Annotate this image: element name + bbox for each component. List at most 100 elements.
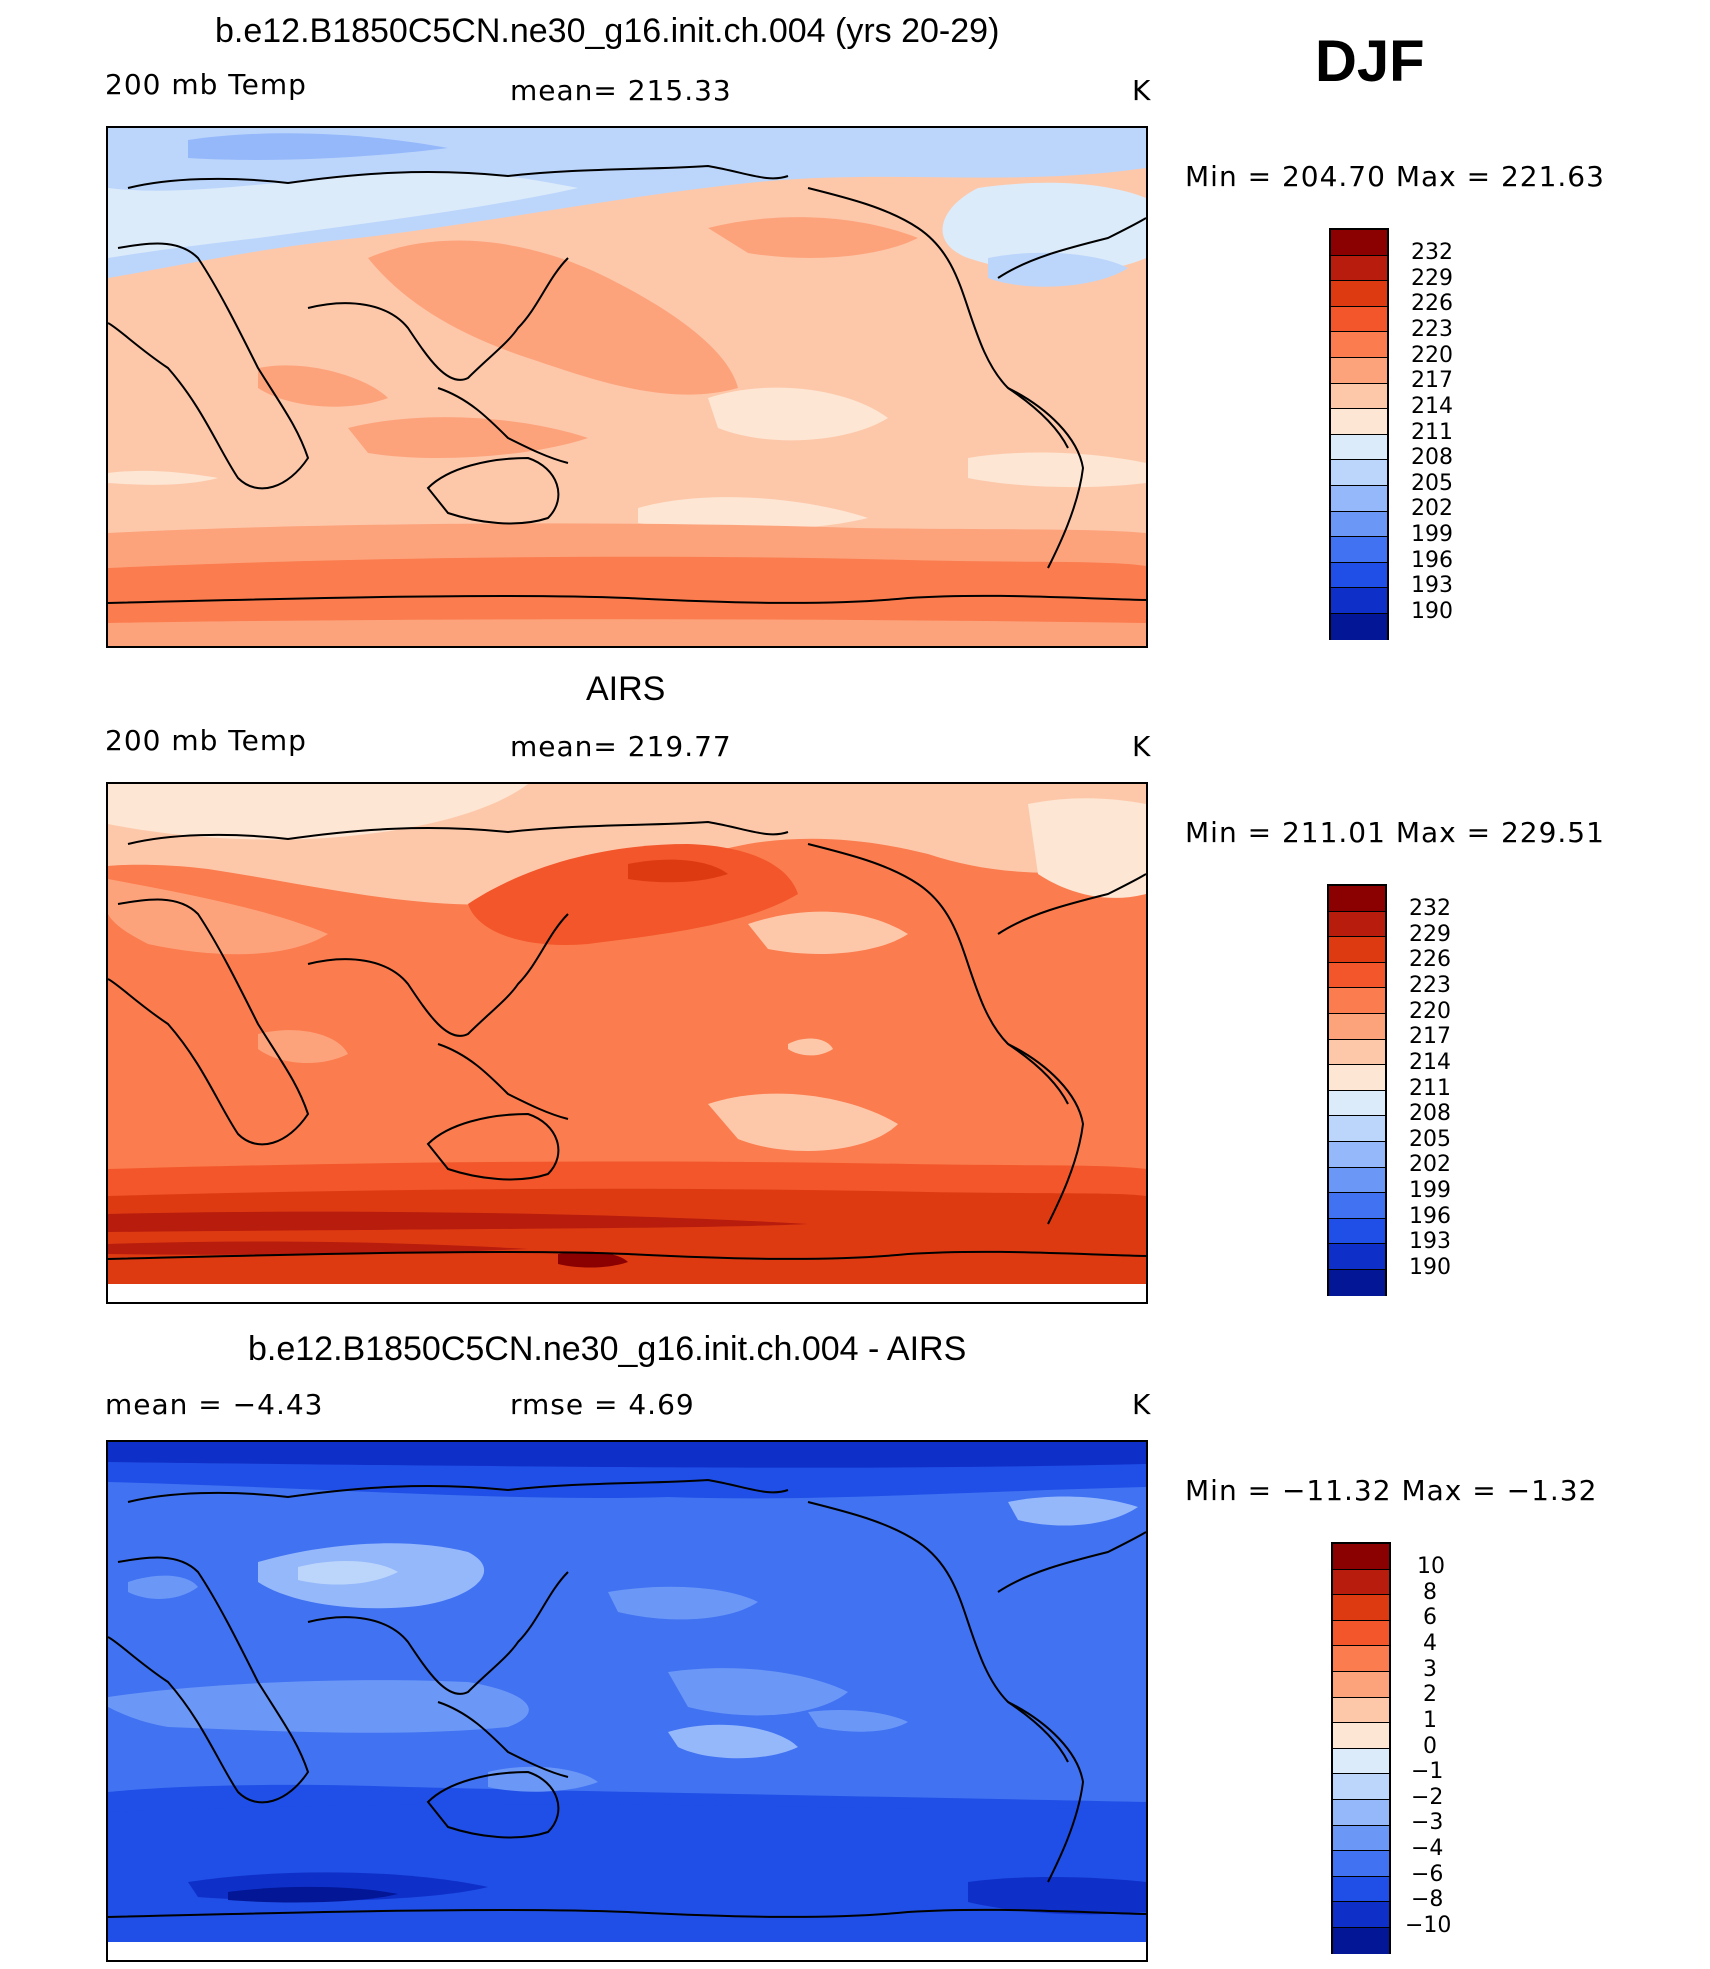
- colorbar-label: 205: [1409, 1127, 1451, 1152]
- panel-minmax: Min = 211.01 Max = 229.51: [1185, 816, 1605, 849]
- panel-mean-label: mean = −4.43: [105, 1388, 324, 1421]
- colorbar-label: 214: [1411, 394, 1453, 419]
- colorbar-box: [1333, 1723, 1389, 1749]
- colorbar-box: [1329, 1244, 1385, 1270]
- colorbar-label: 232: [1409, 896, 1451, 921]
- colorbar-box: [1331, 357, 1387, 384]
- colorbar-label: 226: [1411, 291, 1453, 316]
- diff-map: [106, 1440, 1148, 1962]
- colorbar-box: [1333, 1825, 1389, 1852]
- colorbar-label: 6: [1423, 1605, 1437, 1630]
- colorbar-box: [1329, 1039, 1385, 1066]
- obs-colorbar: [1327, 884, 1387, 1296]
- colorbar-box: [1329, 1167, 1385, 1194]
- colorbar-label: 202: [1411, 496, 1453, 521]
- panel-minmax: Min = −11.32 Max = −1.32: [1185, 1474, 1598, 1507]
- colorbar-label: −10: [1405, 1913, 1452, 1938]
- diff-colorbar: [1331, 1542, 1391, 1954]
- colorbar-label: 2: [1423, 1682, 1437, 1707]
- colorbar-label: 229: [1411, 266, 1453, 291]
- colorbar-box: [1329, 1090, 1385, 1117]
- colorbar-label: −3: [1411, 1810, 1444, 1835]
- panel-title: b.e12.B1850C5CN.ne30_g16.init.ch.004 - A…: [248, 1330, 967, 1368]
- colorbar-box: [1333, 1569, 1389, 1596]
- colorbar-box: [1333, 1902, 1389, 1928]
- panel-mean-label: mean= 215.33: [510, 74, 732, 107]
- colorbar-label: −8: [1411, 1887, 1444, 1912]
- colorbar-box: [1329, 937, 1385, 963]
- colorbar-label: 190: [1411, 599, 1453, 624]
- colorbar-label: 196: [1409, 1204, 1451, 1229]
- panel-left-label: 200 mb Temp: [105, 724, 307, 757]
- panel-mean-label: mean= 219.77: [510, 730, 732, 763]
- colorbar-box: [1331, 255, 1387, 282]
- colorbar-box: [1329, 1141, 1385, 1168]
- colorbar-box: [1333, 1748, 1389, 1775]
- colorbar-label: 232: [1411, 240, 1453, 265]
- colorbar-box: [1329, 1013, 1385, 1040]
- panel-minmax: Min = 204.70 Max = 221.63: [1185, 160, 1605, 193]
- colorbar-label: 211: [1411, 420, 1453, 445]
- colorbar-box: [1331, 485, 1387, 512]
- colorbar-box: [1331, 588, 1387, 614]
- colorbar-label: 220: [1411, 343, 1453, 368]
- colorbar-box: [1333, 1799, 1389, 1826]
- season-label: DJF: [1315, 29, 1425, 94]
- colorbar-label: −2: [1411, 1785, 1444, 1810]
- colorbar-label: 193: [1409, 1229, 1451, 1254]
- colorbar-box: [1331, 537, 1387, 563]
- colorbar-label: −1: [1411, 1759, 1444, 1784]
- colorbar-box: [1329, 962, 1385, 989]
- colorbar-box: [1331, 460, 1387, 486]
- colorbar-label: −6: [1411, 1862, 1444, 1887]
- colorbar-label: 211: [1409, 1076, 1451, 1101]
- panel-units: K: [1132, 74, 1152, 107]
- colorbar-label: 202: [1409, 1152, 1451, 1177]
- colorbar-label: 190: [1409, 1255, 1451, 1280]
- colorbar-label: 8: [1423, 1580, 1437, 1605]
- colorbar-label: 199: [1411, 522, 1453, 547]
- colorbar-label: −4: [1411, 1836, 1444, 1861]
- colorbar-label: 208: [1409, 1101, 1451, 1126]
- colorbar-label: 223: [1411, 317, 1453, 342]
- colorbar-box: [1331, 511, 1387, 538]
- panel-left-label: 200 mb Temp: [105, 68, 307, 101]
- colorbar-label: 223: [1409, 973, 1451, 998]
- colorbar-box: [1331, 613, 1387, 640]
- model-colorbar: [1329, 228, 1389, 640]
- model-map: [106, 126, 1148, 648]
- panel-units: K: [1132, 730, 1152, 763]
- colorbar-box: [1329, 1065, 1385, 1091]
- colorbar-box: [1331, 409, 1387, 435]
- colorbar-label: 1: [1423, 1708, 1437, 1733]
- colorbar-box: [1331, 562, 1387, 589]
- colorbar-box: [1333, 1697, 1389, 1724]
- colorbar-box: [1333, 1774, 1389, 1800]
- colorbar-box: [1333, 1927, 1389, 1954]
- colorbar-box: [1329, 1116, 1385, 1142]
- panel-units: K: [1132, 1388, 1152, 1421]
- panel-title: AIRS: [586, 670, 666, 708]
- colorbar-label: 196: [1411, 548, 1453, 573]
- colorbar-label: 220: [1409, 999, 1451, 1024]
- colorbar-label: 229: [1409, 922, 1451, 947]
- colorbar-label: 193: [1411, 573, 1453, 598]
- colorbar-box: [1331, 306, 1387, 333]
- colorbar-label: 205: [1411, 471, 1453, 496]
- colorbar-box: [1333, 1620, 1389, 1647]
- colorbar-box: [1329, 988, 1385, 1014]
- colorbar-box: [1331, 383, 1387, 410]
- colorbar-label: 226: [1409, 947, 1451, 972]
- model-field: [108, 128, 1146, 646]
- colorbar-box: [1331, 230, 1387, 256]
- colorbar-label: 4: [1423, 1631, 1437, 1656]
- colorbar-box: [1333, 1595, 1389, 1621]
- colorbar-label: 3: [1423, 1657, 1437, 1682]
- colorbar-label: 208: [1411, 445, 1453, 470]
- colorbar-box: [1329, 1218, 1385, 1245]
- diff-field: [108, 1442, 1146, 1960]
- colorbar-label: 199: [1409, 1178, 1451, 1203]
- colorbar-box: [1331, 281, 1387, 307]
- colorbar-box: [1333, 1851, 1389, 1877]
- obs-map: [106, 782, 1148, 1304]
